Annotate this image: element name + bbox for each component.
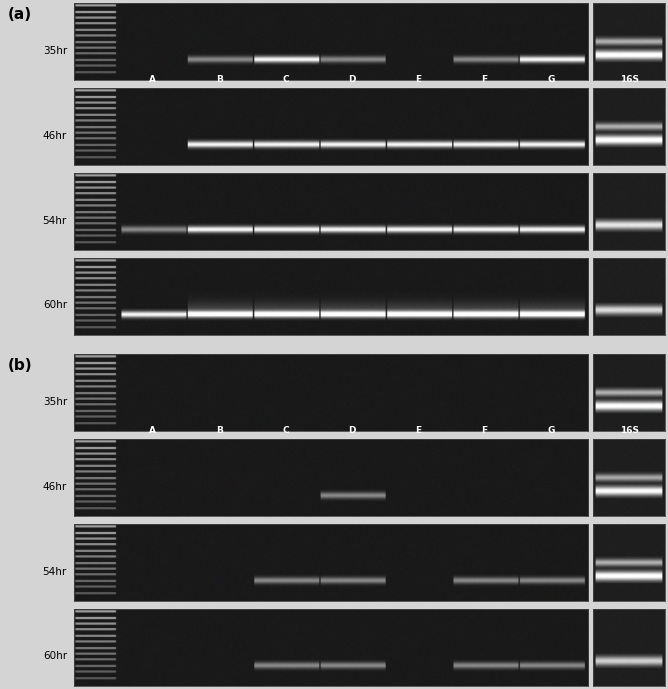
- Text: 46hr: 46hr: [43, 131, 67, 141]
- Text: 35hr: 35hr: [43, 397, 67, 407]
- Text: C: C: [282, 75, 289, 84]
- Text: G: G: [547, 75, 554, 84]
- Text: A: A: [149, 75, 156, 84]
- Text: D: D: [348, 75, 355, 84]
- Text: B: B: [216, 75, 222, 84]
- Text: E: E: [415, 75, 422, 84]
- Text: (a): (a): [8, 8, 32, 22]
- Text: 54hr: 54hr: [43, 566, 67, 577]
- Text: 60hr: 60hr: [43, 651, 67, 661]
- Text: B: B: [216, 426, 222, 435]
- Text: F: F: [482, 426, 488, 435]
- Text: E: E: [415, 426, 422, 435]
- Text: C: C: [282, 426, 289, 435]
- Text: F: F: [482, 75, 488, 84]
- Text: 54hr: 54hr: [43, 216, 67, 225]
- Text: 16S: 16S: [619, 75, 639, 84]
- Text: G: G: [547, 426, 554, 435]
- Text: 46hr: 46hr: [43, 482, 67, 492]
- Text: D: D: [348, 426, 355, 435]
- Text: 35hr: 35hr: [43, 46, 67, 56]
- Text: 16S: 16S: [619, 426, 639, 435]
- Text: 60hr: 60hr: [43, 300, 67, 310]
- Text: (b): (b): [8, 358, 33, 373]
- Text: A: A: [149, 426, 156, 435]
